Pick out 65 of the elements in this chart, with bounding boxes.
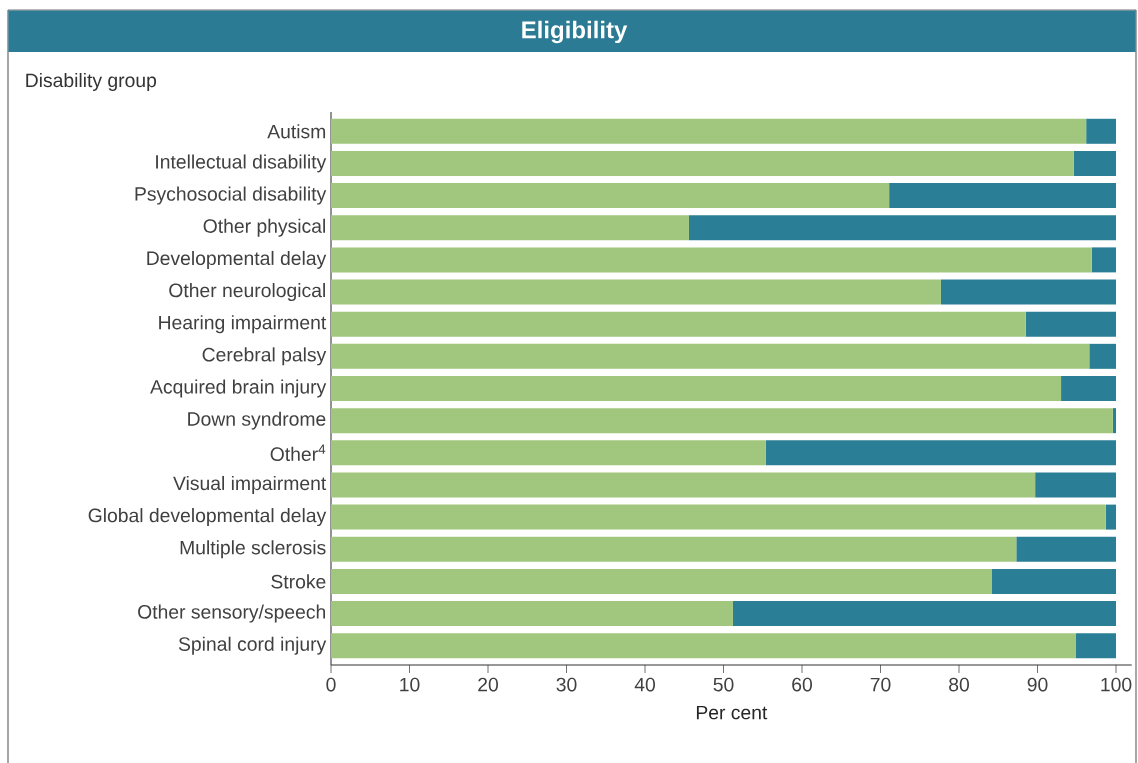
bar — [1061, 376, 1117, 401]
x-tick-label: 40 — [634, 677, 655, 692]
bar — [331, 247, 1092, 273]
bar — [688, 215, 1117, 241]
y-tick-label: Hearing impairment — [159, 315, 327, 334]
y-tick-label: Developmental delay — [147, 250, 327, 269]
bar — [1089, 343, 1117, 369]
bar — [991, 568, 1117, 594]
y-tick-label: Psychosocial disability — [135, 186, 327, 205]
chart-title: Eligibility — [522, 20, 628, 44]
bar — [765, 440, 1117, 466]
y-tick-label: Intellectual disability — [156, 154, 327, 173]
bar — [1035, 472, 1117, 498]
x-tick-label: 0 — [326, 677, 336, 692]
bar — [889, 183, 1117, 209]
bar — [331, 472, 1036, 498]
bar — [1105, 504, 1117, 530]
y-tick-label: Other physical — [203, 218, 325, 237]
bar — [331, 601, 733, 627]
bar — [331, 343, 1090, 369]
x-tick-label: 100 — [1101, 677, 1132, 692]
bar — [1112, 408, 1117, 434]
bar — [331, 408, 1113, 434]
bar — [940, 279, 1117, 305]
x-axis-title: Per cent — [696, 705, 768, 720]
bar — [331, 376, 1062, 401]
x-tick-label: 50 — [713, 677, 734, 692]
y-tick-label: Multiple sclerosis — [180, 540, 326, 559]
x-tick-label: 60 — [792, 677, 812, 692]
y-tick-label: Acquired brain injury — [150, 379, 327, 398]
y-axis-title: Disability group — [26, 72, 157, 91]
bar — [331, 279, 941, 305]
bar — [331, 568, 992, 594]
bar — [1025, 311, 1117, 337]
x-tick-label: 20 — [478, 677, 498, 692]
bar — [331, 215, 689, 241]
y-tick-label: Global developmental delay — [88, 508, 327, 527]
bar — [331, 150, 1074, 176]
bar — [331, 536, 1017, 562]
y-tick-label: Other sensory/speech — [138, 604, 325, 623]
y-tick-label: Visual impairment — [173, 475, 327, 494]
bar — [331, 633, 1076, 659]
y-tick-label: Stroke — [271, 574, 326, 589]
y-tick-label: Cerebral palsy — [202, 347, 327, 366]
x-tick-label: 70 — [870, 677, 891, 692]
x-tick-label: 90 — [1027, 677, 1048, 692]
bar — [1086, 118, 1117, 144]
y-tick-label: Autism — [267, 124, 326, 139]
bar — [331, 311, 1026, 337]
y-tick-label: Other neurological — [169, 283, 325, 302]
bar — [1073, 150, 1117, 176]
bar — [1091, 247, 1117, 273]
bar — [331, 504, 1106, 530]
y-tick-label: Spinal cord injury — [178, 636, 327, 655]
bar — [732, 601, 1117, 627]
bar — [331, 118, 1087, 144]
x-tick-label: 10 — [400, 677, 420, 692]
bar — [331, 183, 890, 209]
y-tick-label: Down syndrome — [188, 411, 326, 430]
bar — [1016, 536, 1117, 562]
x-tick-label: 30 — [556, 677, 577, 692]
bar — [1075, 633, 1117, 659]
y-tick-label: Other$^{4}$ — [270, 444, 326, 462]
bar — [331, 440, 766, 466]
x-tick-label: 80 — [949, 677, 969, 692]
